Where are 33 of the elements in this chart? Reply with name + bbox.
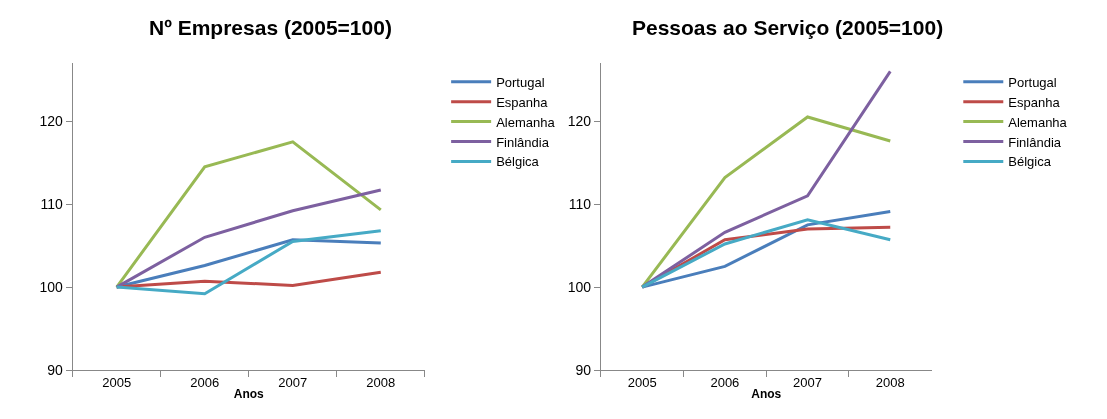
- legend-label: Portugal: [496, 74, 545, 90]
- y-tick-label: 90: [575, 361, 592, 378]
- x-axis-title: Anos: [751, 386, 782, 401]
- legend-label: Finlândia: [1008, 134, 1062, 150]
- chart-title: Nº Empresas (2005=100): [149, 16, 392, 39]
- y-tick-label: 100: [567, 278, 592, 295]
- x-tick-label: 2006: [190, 374, 220, 390]
- legend-label: Finlândia: [496, 134, 550, 150]
- y-tick-label: 100: [39, 278, 64, 295]
- line-series: [115, 229, 383, 296]
- chart-title: Pessoas ao Serviço (2005=100): [632, 16, 944, 39]
- x-tick-label: 2008: [366, 374, 396, 390]
- x-tick-label: 2008: [875, 374, 905, 390]
- x-axis-title: Anos: [233, 386, 265, 401]
- line-series: [115, 188, 383, 289]
- legend-label: Espanha: [1008, 94, 1061, 110]
- y-tick-label: 120: [567, 113, 592, 130]
- y-tick-label: 120: [39, 113, 64, 130]
- x-tick-label: 2007: [278, 374, 308, 390]
- legend-label: Alemanha: [1008, 114, 1068, 130]
- legend-label: Bélgica: [496, 154, 540, 170]
- legend-label: Portugal: [1008, 74, 1057, 90]
- y-tick-label: 110: [568, 196, 592, 213]
- x-tick-label: 2006: [710, 374, 740, 390]
- y-tick-label: 90: [47, 361, 64, 378]
- x-tick-label: 2007: [793, 374, 823, 390]
- line-series: [640, 115, 892, 289]
- legend-label: Alemanha: [496, 114, 556, 130]
- x-tick-label: 2005: [102, 374, 132, 390]
- legend-label: Espanha: [496, 94, 549, 110]
- y-tick-label: 110: [40, 196, 64, 213]
- legend-label: Bélgica: [1008, 154, 1052, 170]
- x-tick-label: 2005: [627, 374, 657, 390]
